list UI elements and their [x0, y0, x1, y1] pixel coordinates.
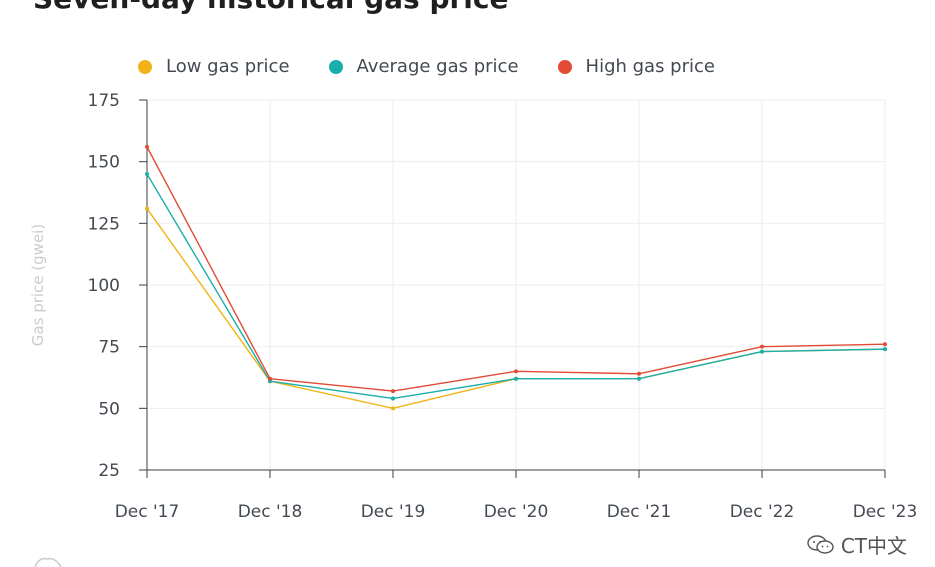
data-point-high — [145, 144, 149, 149]
y-tick-label: 25 — [98, 461, 120, 481]
chart-title: Seven-day historical gas price — [33, 0, 508, 15]
data-point-high — [391, 389, 395, 394]
wechat-icon — [807, 534, 834, 554]
y-tick-label: 75 — [98, 338, 120, 358]
legend-swatch-average — [328, 59, 343, 74]
data-point-high — [883, 342, 887, 347]
legend-item-low[interactable]: Low gas price — [138, 56, 290, 77]
y-tick-label: 175 — [88, 91, 120, 111]
data-point-average — [883, 347, 887, 352]
legend-item-average[interactable]: Average gas price — [328, 56, 519, 77]
data-point-high — [268, 376, 272, 381]
data-point-average — [391, 396, 395, 401]
legend-label-low: Low gas price — [166, 56, 290, 77]
publisher-logo-icon — [34, 557, 62, 567]
data-point-low — [145, 206, 149, 211]
data-point-average — [760, 349, 764, 354]
legend-swatch-high — [557, 59, 572, 74]
x-tick-label: Dec '21 — [607, 502, 672, 522]
x-tick-label: Dec '23 — [853, 502, 918, 522]
y-tick-label: 50 — [98, 399, 120, 419]
data-point-high — [760, 344, 764, 349]
x-tick-label: Dec '19 — [361, 502, 426, 522]
x-tick-label: Dec '18 — [238, 502, 303, 522]
y-tick-label: 125 — [88, 214, 120, 234]
y-tick-label: 150 — [88, 153, 120, 173]
legend-label-high: High gas price — [585, 56, 715, 77]
data-point-average — [637, 376, 641, 381]
y-tick-label: 100 — [88, 276, 120, 296]
legend-label-average: Average gas price — [356, 56, 519, 77]
data-point-average — [514, 376, 518, 381]
legend-swatch-low — [138, 59, 152, 74]
x-tick-label: Dec '22 — [730, 502, 795, 522]
data-point-average — [145, 172, 149, 176]
watermark: CT中文 — [807, 530, 907, 559]
legend-item-high[interactable]: High gas price — [557, 56, 715, 77]
data-point-high — [637, 371, 641, 376]
watermark-text: CT中文 — [840, 534, 907, 558]
data-point-high — [514, 369, 518, 374]
x-tick-label: Dec '17 — [115, 502, 180, 522]
chart-legend: Low gas price Average gas price High gas… — [138, 56, 754, 77]
data-point-low — [391, 406, 395, 411]
x-tick-label: Dec '20 — [484, 502, 549, 522]
